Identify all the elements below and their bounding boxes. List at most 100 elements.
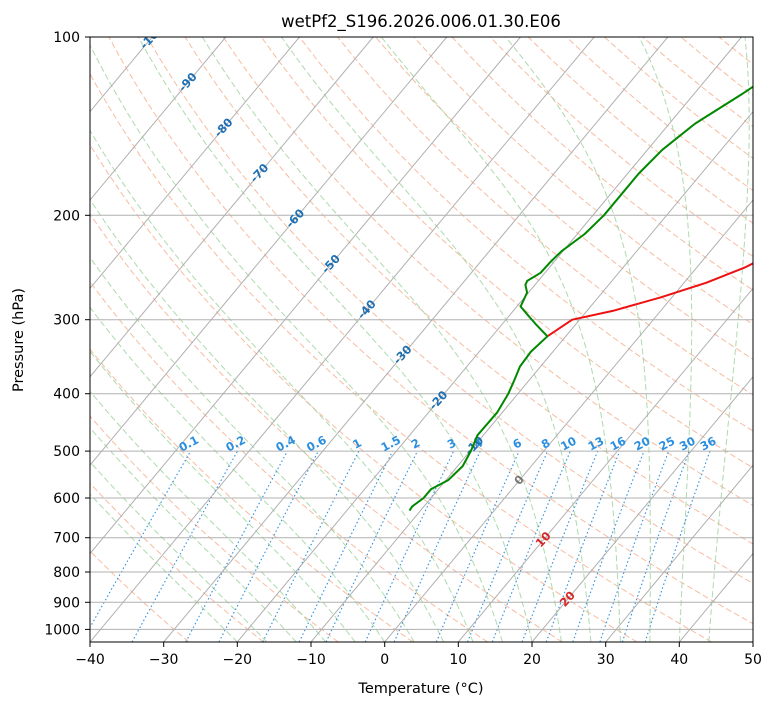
y-tick-label: 100 bbox=[53, 30, 80, 46]
dry-adiabat-line bbox=[489, 37, 753, 258]
dry-adiabat-line bbox=[757, 37, 775, 642]
moist-adiabat-line bbox=[638, 37, 693, 642]
mixing-ratio-label: 1 bbox=[350, 436, 364, 452]
isotherm-line bbox=[163, 37, 669, 642]
isotherm-line bbox=[310, 110, 753, 642]
series-dewpoint-line bbox=[408, 85, 753, 512]
isotherm-label: -60 bbox=[283, 206, 307, 231]
x-tick-label: 50 bbox=[744, 652, 762, 668]
axes: −40 −30 −20 −10 0 10 20 30 40 50 100 200 300 400 500 60… bbox=[44, 30, 762, 668]
x-tick-label: 30 bbox=[597, 652, 615, 668]
mixing-ratio-line bbox=[491, 450, 571, 642]
isotherm-label: -90 bbox=[175, 70, 199, 95]
isotherm-line bbox=[384, 199, 753, 642]
mixing-ratio-label: 25 bbox=[656, 434, 677, 454]
isotherm-gridlines bbox=[0, 37, 753, 642]
dry-adiabat-line bbox=[375, 37, 753, 360]
mixing-ratio-line bbox=[393, 450, 481, 642]
mixing-ratio-label: 6 bbox=[510, 436, 524, 452]
mixing-ratio-line bbox=[644, 450, 711, 642]
isotherm-label: -80 bbox=[211, 115, 235, 140]
x-axis-title: Temperature (°C) bbox=[357, 681, 483, 697]
dry-adiabat-line bbox=[90, 213, 563, 642]
isotherm-line bbox=[90, 37, 521, 555]
plot-area: 0.1 0.2 0.4 0.6 1 1.5 2 3 4 6 8 10 13 16 20 25 30 36-100-… bbox=[0, 37, 775, 642]
mixing-ratio-label: 30 bbox=[677, 434, 698, 454]
plot-frame bbox=[89, 36, 754, 643]
moist-adiabat-line bbox=[201, 37, 562, 642]
mixing-ratio-label: 10 bbox=[558, 434, 579, 454]
x-tick-label: 40 bbox=[670, 652, 688, 668]
isotherm-line bbox=[236, 37, 742, 642]
dry-adiabat-line bbox=[642, 37, 753, 128]
mixing-ratio-line bbox=[545, 450, 621, 642]
mixing-ratio-label: 2 bbox=[409, 436, 423, 452]
mixing-ratio-label: 20 bbox=[632, 434, 653, 454]
pressure-gridlines bbox=[90, 37, 753, 630]
dry-adiabat-line bbox=[146, 37, 753, 584]
isotherm-line bbox=[457, 287, 753, 642]
isotherm-line bbox=[678, 552, 753, 642]
moist-adiabat-line bbox=[281, 37, 592, 642]
mixing-ratio-label: 13 bbox=[585, 434, 606, 454]
isotherm-label: -40 bbox=[354, 297, 378, 322]
y-axis-title: Pressure (hPa) bbox=[11, 288, 27, 392]
reference-line-labels: 0.1 0.2 0.4 0.6 1 1.5 2 3 4 6 8 10 13 16 20 25 30 36-100-… bbox=[137, 37, 719, 609]
isotherm-line bbox=[90, 37, 595, 642]
mixing-ratio-line bbox=[435, 450, 520, 642]
y-tick-label: 800 bbox=[53, 565, 80, 581]
moist-adiabat-line bbox=[90, 493, 238, 642]
dry-adiabat-line bbox=[680, 37, 753, 96]
moist-adiabat-line bbox=[90, 390, 327, 642]
y-tick-label: 1000 bbox=[44, 622, 80, 638]
dry-adiabat-line bbox=[527, 37, 753, 224]
x-tick-label: −30 bbox=[149, 652, 179, 668]
dry-adiabat-line bbox=[90, 482, 264, 642]
dry-adiabat-line bbox=[718, 37, 753, 65]
isotherm-line bbox=[531, 376, 753, 642]
mixing-ratio-label: 36 bbox=[698, 434, 719, 454]
moist-adiabat-line bbox=[90, 426, 297, 642]
series-temperature-line bbox=[546, 262, 753, 338]
mixing-ratio-label: 16 bbox=[608, 434, 629, 454]
mixing-ratio-line bbox=[572, 450, 645, 642]
dry-adiabat-line bbox=[260, 37, 753, 469]
mixing-ratio-line bbox=[621, 450, 690, 642]
dry-adiabat-line bbox=[566, 37, 753, 192]
mixing-ratio-line bbox=[218, 450, 319, 642]
dry-adiabat-line bbox=[90, 72, 712, 642]
dry-adiabat-line bbox=[184, 37, 753, 545]
mixing-ratio-line bbox=[599, 450, 670, 642]
dry-adiabat-line bbox=[90, 281, 488, 642]
isotherm-line bbox=[90, 37, 374, 378]
moist-adiabat-line bbox=[90, 256, 415, 642]
y-tick-label: 700 bbox=[53, 531, 80, 547]
x-tick-label: −10 bbox=[296, 652, 326, 668]
y-tick-label: 500 bbox=[53, 444, 80, 460]
moist-adiabat-line bbox=[90, 306, 386, 642]
x-tick-label: −20 bbox=[223, 652, 253, 668]
y-tick-label: 600 bbox=[53, 491, 80, 507]
mixing-ratio-line bbox=[298, 450, 394, 642]
x-tick-label: 20 bbox=[523, 652, 541, 668]
dry-adiabat-line bbox=[90, 415, 339, 642]
isotherm-line bbox=[0, 37, 5, 642]
moist-adiabat-line bbox=[137, 37, 533, 642]
mixing-ratio-lines bbox=[90, 450, 711, 642]
isotherm-line bbox=[605, 464, 753, 642]
isotherm-line bbox=[90, 37, 448, 466]
x-tick-label: 10 bbox=[449, 652, 467, 668]
dry-adiabat-line bbox=[90, 550, 190, 642]
mixing-ratio-line bbox=[131, 450, 238, 642]
mixing-ratio-label: 3 bbox=[445, 436, 459, 452]
isotherm-label: -50 bbox=[319, 251, 343, 276]
moist-adiabat-line bbox=[708, 37, 750, 642]
moist-adiabats bbox=[90, 37, 750, 642]
mixing-ratio-line bbox=[185, 450, 288, 642]
x-tick-label: 0 bbox=[380, 652, 389, 668]
moist-adiabat-line bbox=[90, 350, 356, 642]
x-tick-label: −40 bbox=[75, 652, 105, 668]
mixing-ratio-line bbox=[325, 450, 418, 642]
dry-adiabat-line bbox=[337, 37, 753, 396]
